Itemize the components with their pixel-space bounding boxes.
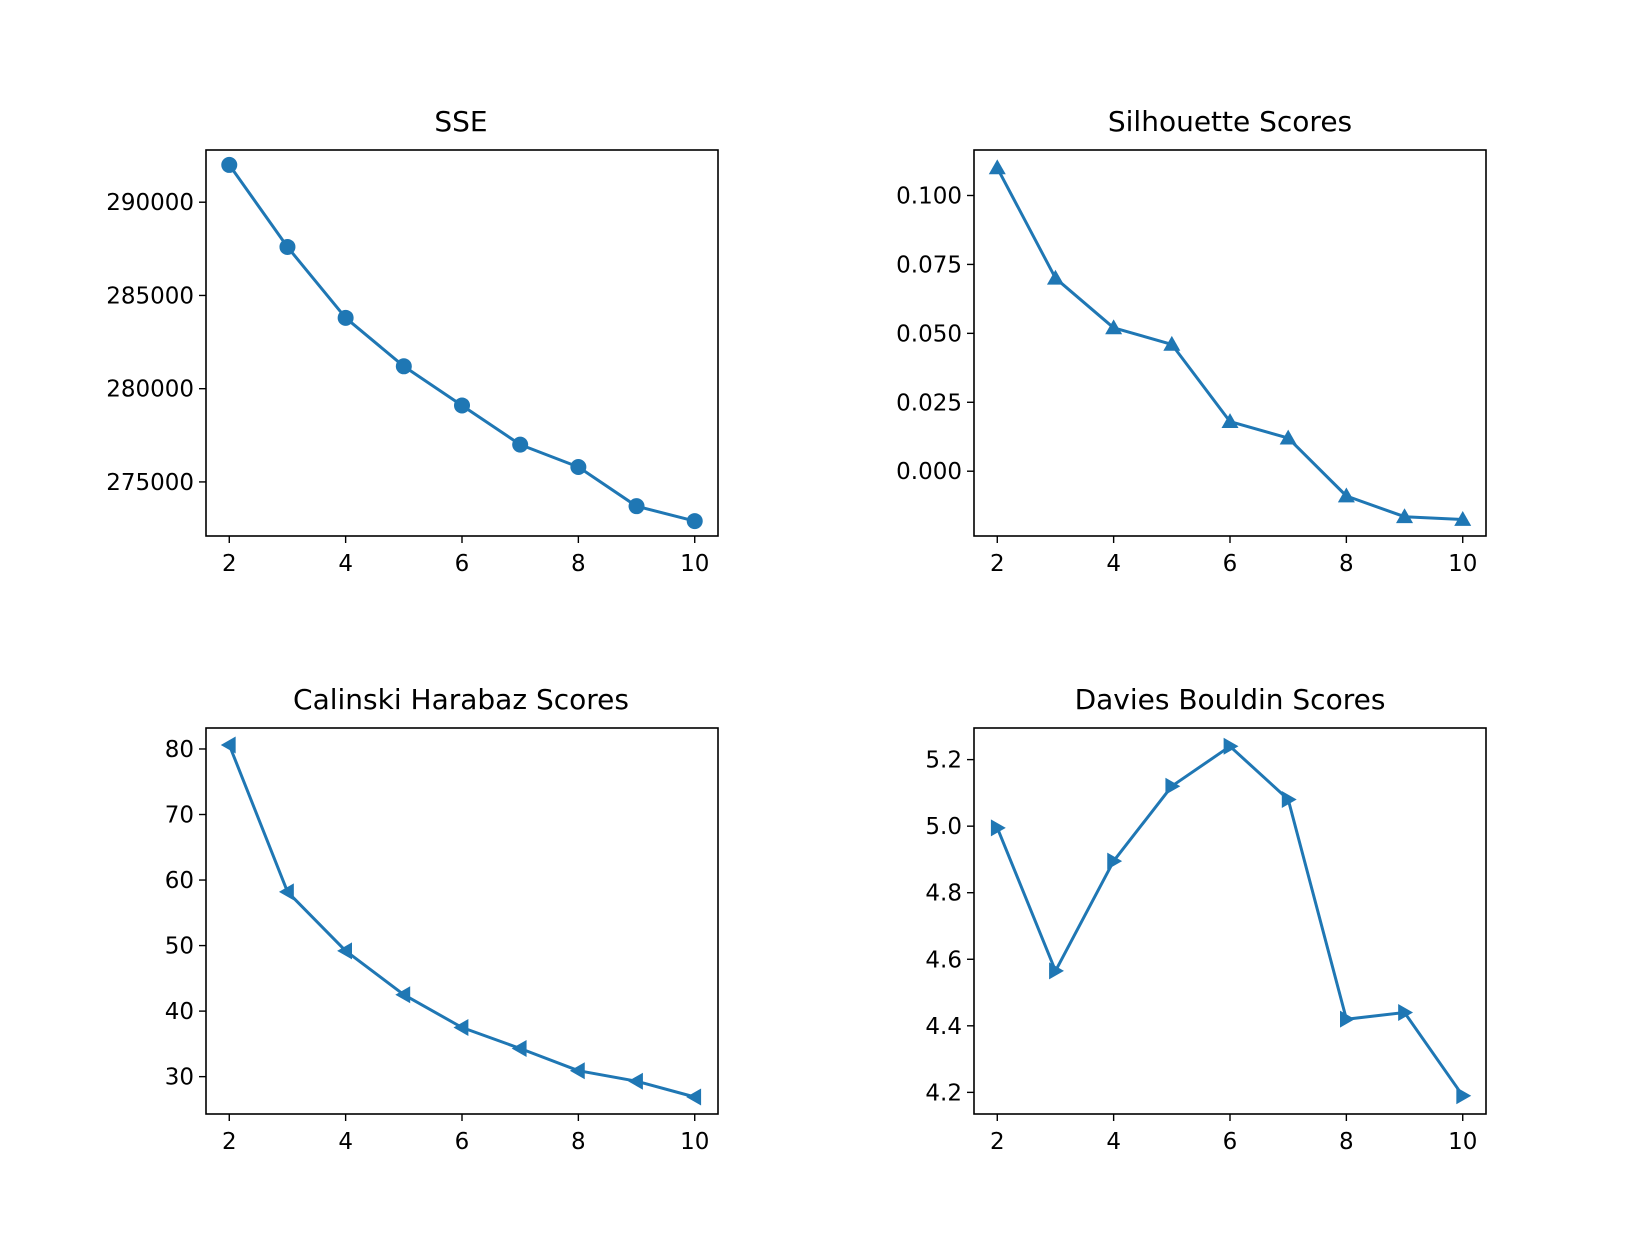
data-point [1221,413,1239,428]
data-point [1339,1010,1355,1028]
x-tick-label: 6 [455,1129,470,1155]
x-tick-label: 4 [1106,551,1121,577]
data-point [569,1062,585,1080]
data-point [1398,1004,1414,1022]
data-point [1396,508,1414,524]
data-point [1165,777,1181,795]
y-tick-label: 0.100 [896,183,962,209]
x-tick-label: 2 [222,1129,237,1155]
y-tick-label: 285000 [106,283,194,309]
data-point [1105,319,1123,335]
data-point [628,498,645,515]
y-tick-label: 290000 [106,190,194,216]
data-point [686,513,703,530]
x-tick-label: 8 [571,1129,586,1155]
data-point [337,309,354,326]
x-tick-label: 2 [222,551,237,577]
x-tick-label: 8 [1339,1129,1354,1155]
data-point [454,397,470,414]
chart-title: SSE [434,105,487,138]
chart-title: Davies Bouldin Scores [1075,683,1386,716]
data-point [511,1039,527,1057]
data-point [395,358,412,375]
data-point [279,238,296,255]
y-tick-label: 275000 [106,470,194,496]
y-tick-label: 280000 [106,377,194,403]
data-point [1454,510,1472,526]
y-tick-label: 80 [165,737,194,763]
y-tick-label: 4.4 [925,1014,962,1040]
data-point [337,942,353,960]
x-tick-label: 6 [455,551,470,577]
x-tick-label: 8 [571,551,586,577]
subplot-silhouette-scores: Silhouette Scores 2 4 6 8 10 0.000 0.025 0.050 0… [896,105,1487,577]
x-tick-label: 8 [1339,551,1354,577]
series-line [995,744,1464,1097]
x-tick-label: 2 [990,1129,1005,1155]
axes-frame [973,149,1487,537]
x-tick-label: 4 [338,551,353,577]
y-tick-label: 30 [165,1065,194,1091]
data-point [988,159,1006,175]
data-point [1279,429,1297,445]
subplot-sse: SSE 2 4 6 8 10 275000 280000 285000 290000 [106,105,719,577]
y-tick-label: 60 [165,868,194,894]
data-point [278,883,294,901]
chart-title: Calinski Harabaz Scores [293,683,629,716]
x-tick-label: 6 [1223,551,1238,577]
subplot-davies-bouldin-scores: Davies Bouldin Scores 2 4 6 8 10 4.2 4.4 4.6 4.8… [925,683,1487,1155]
x-tick-label: 4 [338,1129,353,1155]
data-point [221,156,238,173]
x-tick-label: 10 [680,1129,709,1155]
data-point [1281,791,1297,809]
y-tick-label: 0.025 [896,390,962,416]
series-line [227,744,696,1099]
axes-frame [973,727,1487,1115]
y-tick-label: 5.2 [925,748,962,774]
data-point [453,1018,469,1036]
x-tick-label: 10 [1448,1129,1477,1155]
y-tick-label: 50 [165,934,194,960]
x-tick-label: 10 [1448,551,1477,577]
data-point [220,736,236,754]
x-tick-label: 4 [1106,1129,1121,1155]
data-point [628,1072,643,1090]
axes-frame [205,149,719,537]
data-point [1049,962,1064,980]
series-line [995,167,1463,521]
y-tick-label: 4.2 [925,1080,962,1106]
data-point [1223,737,1239,755]
y-tick-label: 0.050 [896,321,962,347]
x-tick-label: 6 [1223,1129,1238,1155]
data-point [512,436,529,453]
data-point [990,819,1006,837]
y-tick-label: 40 [165,999,194,1025]
chart-title: Silhouette Scores [1108,105,1352,138]
subplot-calinski-harabaz-scores: Calinski Harabaz Scores 2 4 6 8 10 30 40 50 60 70… [165,683,719,1155]
data-point [1046,269,1064,285]
axes-frame [205,727,719,1115]
y-tick-label: 4.6 [925,947,962,973]
y-tick-label: 0.075 [896,252,962,278]
data-point [1456,1087,1472,1105]
y-tick-label: 0.000 [896,459,962,485]
x-tick-label: 10 [680,551,709,577]
data-point [1163,335,1181,351]
data-point [570,459,587,476]
data-point [395,986,411,1004]
y-tick-label: 70 [165,803,194,829]
y-tick-label: 4.8 [925,881,962,907]
data-point [1107,852,1123,870]
data-point [1337,487,1355,503]
series-line [228,164,696,523]
x-tick-label: 2 [990,551,1005,577]
data-point [686,1088,702,1106]
y-tick-label: 5.0 [925,814,962,840]
